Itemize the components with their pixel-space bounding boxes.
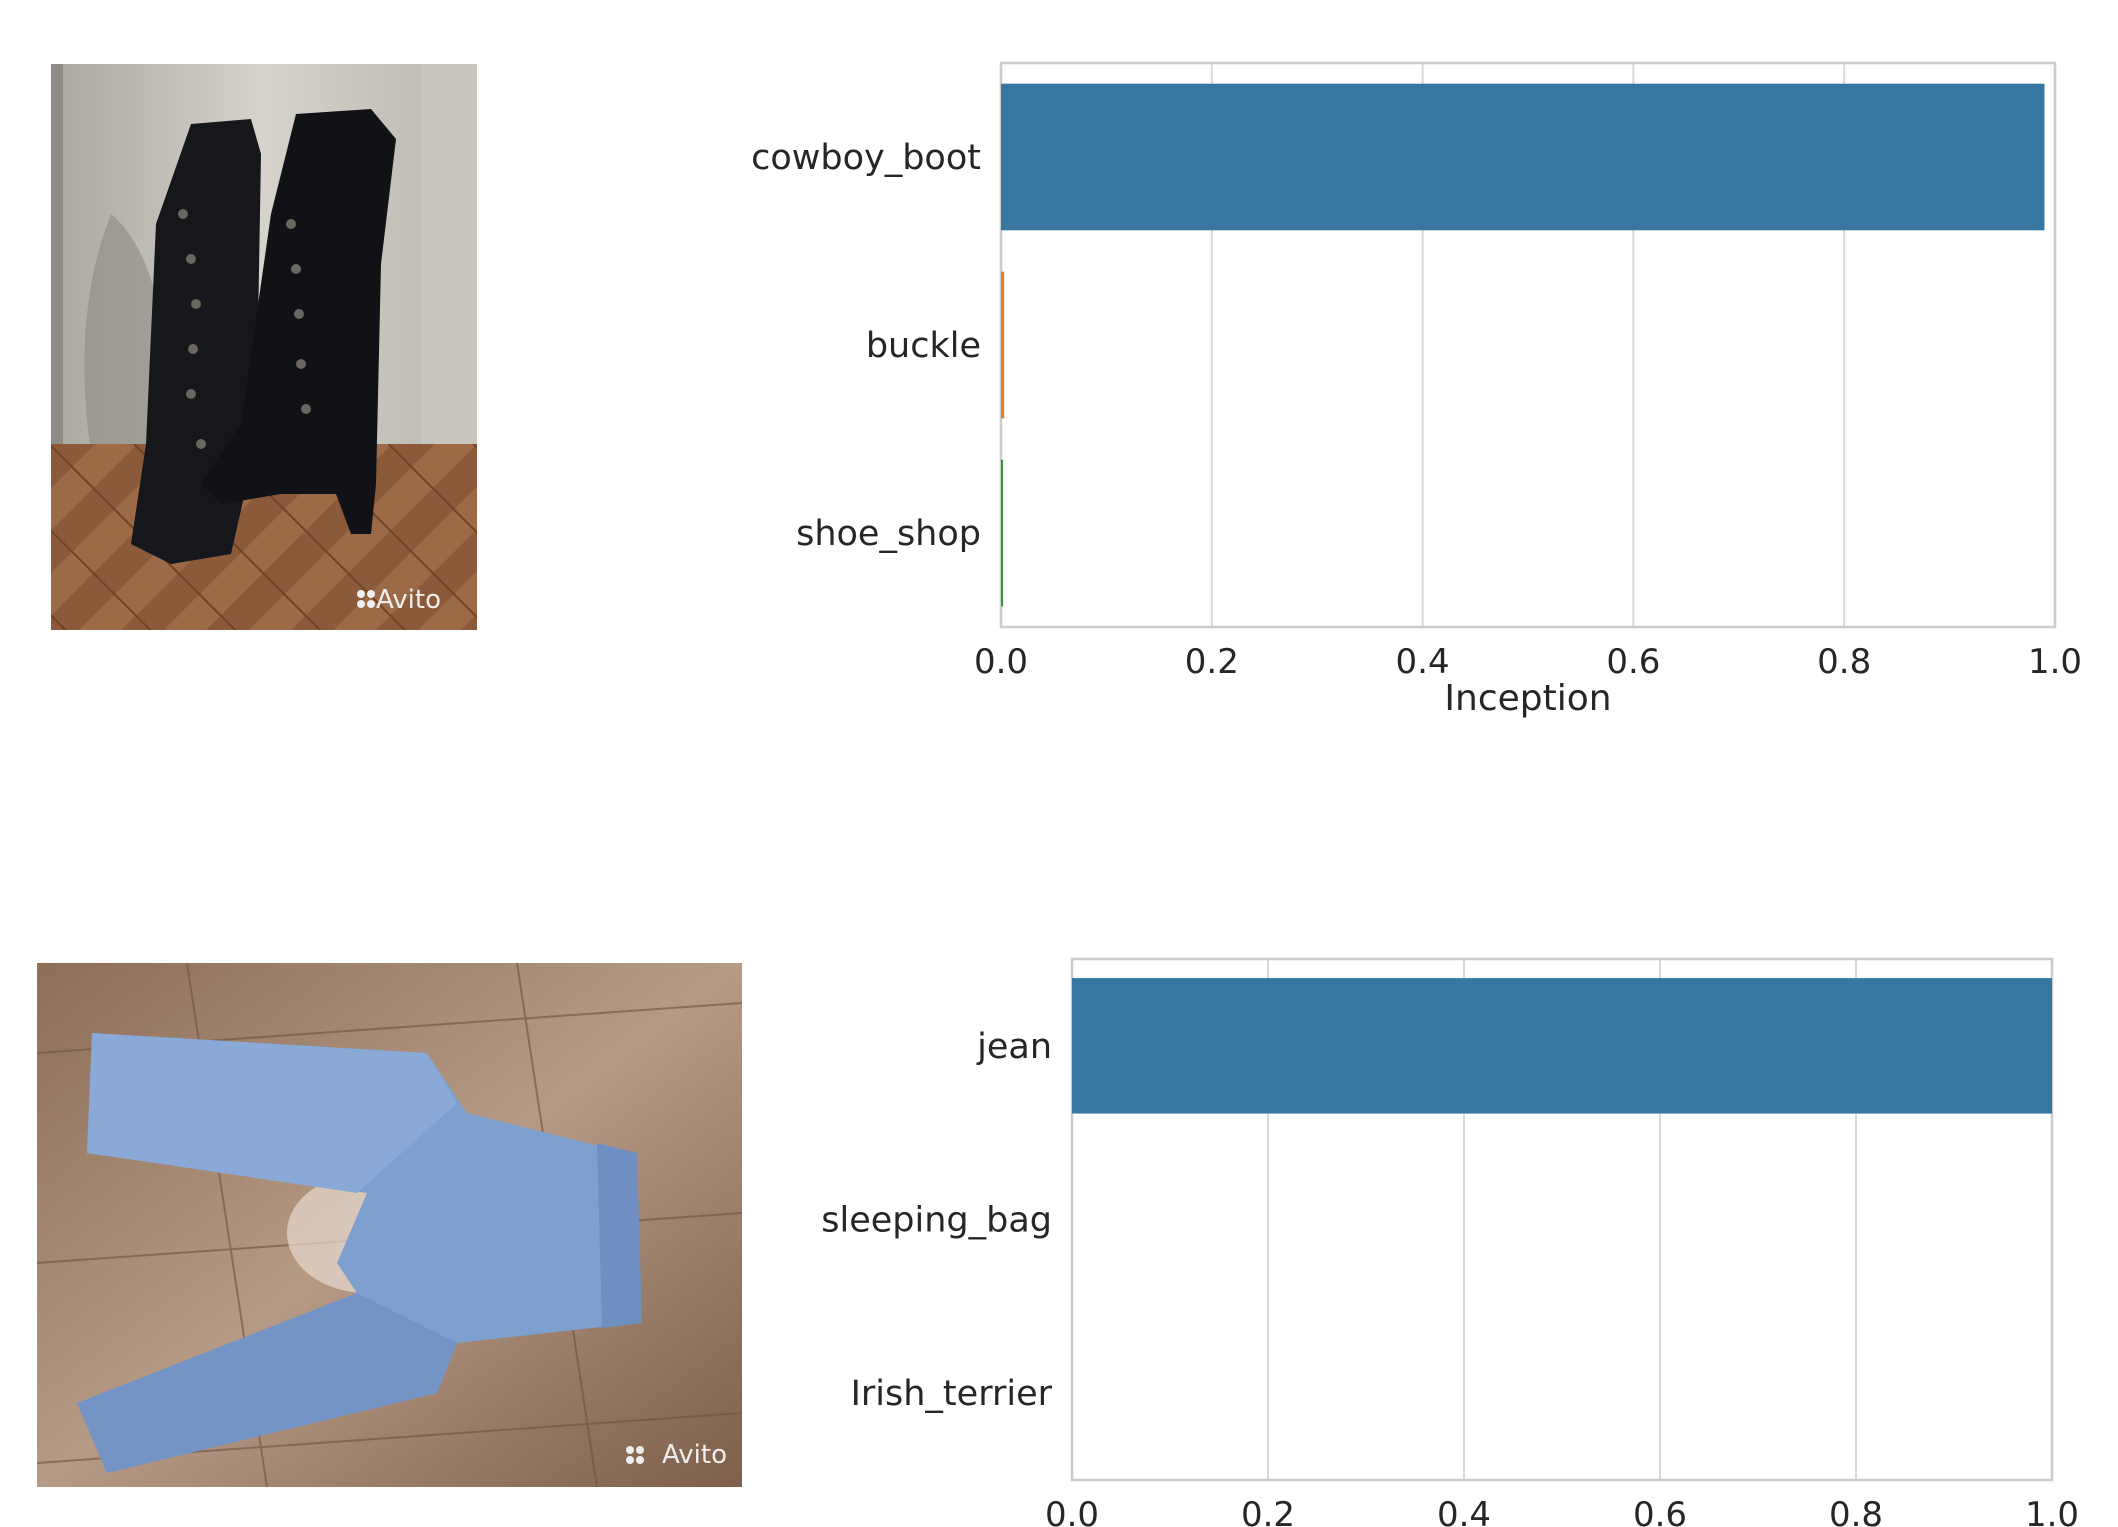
watermark-text: Avito — [662, 1440, 727, 1470]
x-axis-label: Inception — [1444, 678, 1611, 719]
bar-cowboy_boot — [1001, 83, 2045, 231]
x-tick-label: 0.0 — [974, 642, 1028, 682]
x-tick-label: 0.2 — [1185, 642, 1239, 682]
bar-jean — [1072, 978, 2052, 1114]
chart-inception-jeans: 0.0 0.2 0.4 0.6 0.8 1.0 jean sleeping_bag Irish_… — [821, 957, 2079, 1527]
y-tick-label: buckle — [866, 326, 981, 366]
x-tick-label: 0.4 — [1396, 642, 1450, 682]
y-tick-label: Irish_terrier — [851, 1374, 1053, 1414]
plot-frame — [1070, 957, 2054, 1482]
boots-photo: Avito — [51, 64, 477, 630]
x-tick-label: 0.0 — [1045, 1495, 1099, 1527]
bar-shoe_shop — [1001, 459, 1004, 607]
x-tick-label: 0.6 — [1606, 642, 1660, 682]
y-tick-label: sleeping_bag — [821, 1201, 1052, 1241]
x-tick-label: 0.8 — [1817, 642, 1871, 682]
y-tick-label: shoe_shop — [796, 514, 981, 554]
jeans-photo: Avito — [37, 963, 742, 1487]
x-tick-label: 1.0 — [2025, 1495, 2079, 1527]
x-tick-label: 0.4 — [1437, 1495, 1491, 1527]
y-tick-label: cowboy_boot — [751, 138, 981, 178]
x-tick-label: 0.8 — [1829, 1495, 1883, 1527]
bar-buckle — [1001, 271, 1005, 419]
x-tick-label: 1.0 — [2028, 642, 2082, 682]
y-tick-label: jean — [976, 1027, 1052, 1067]
watermark-text: Avito — [376, 585, 441, 615]
x-tick-label: 0.2 — [1241, 1495, 1295, 1527]
x-tick-label: 0.6 — [1633, 1495, 1687, 1527]
